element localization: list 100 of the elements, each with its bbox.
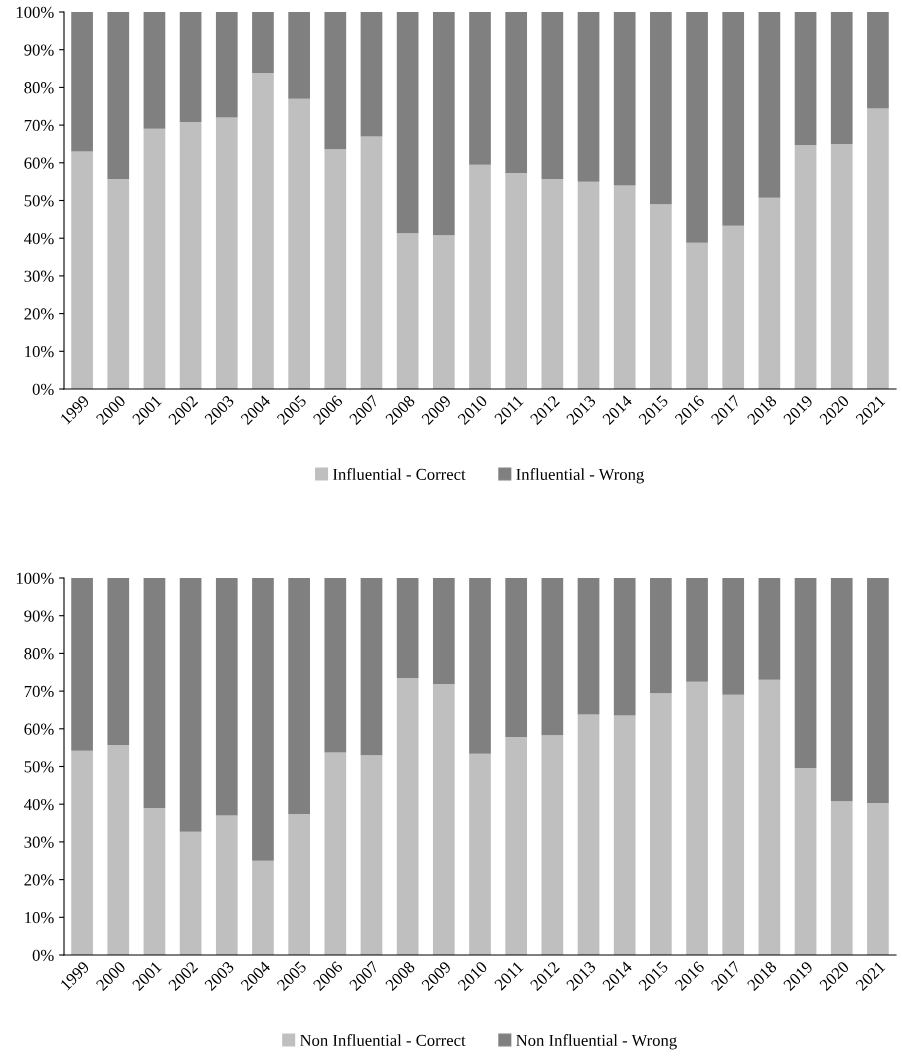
bar xyxy=(324,578,347,753)
bar xyxy=(505,12,528,173)
bar xyxy=(541,735,564,955)
bar xyxy=(71,750,93,955)
x-tick-label: 2021 xyxy=(855,960,886,992)
bar xyxy=(288,12,310,99)
bar xyxy=(432,12,455,236)
bar xyxy=(505,172,528,389)
bar xyxy=(722,225,745,389)
y-tick-label: 60% xyxy=(24,157,54,169)
bar xyxy=(432,235,455,389)
bar xyxy=(541,578,564,736)
bar xyxy=(252,12,274,74)
bar xyxy=(360,136,383,389)
bar xyxy=(650,204,672,389)
bar xyxy=(577,12,600,182)
y-tick-label: 50% xyxy=(24,761,54,773)
bar xyxy=(107,179,130,389)
bar xyxy=(758,578,781,680)
bar xyxy=(794,145,817,389)
y-tick-label: 30% xyxy=(24,836,54,848)
bar xyxy=(324,12,347,150)
bar xyxy=(830,143,853,389)
bar xyxy=(469,164,491,389)
y-tick-label: 90% xyxy=(24,44,54,56)
bar xyxy=(613,578,636,716)
bar xyxy=(722,12,745,226)
bar xyxy=(541,12,564,180)
bar xyxy=(360,755,383,955)
bar xyxy=(252,578,274,861)
bar xyxy=(143,807,166,955)
y-tick-label: 0% xyxy=(32,383,54,395)
bar xyxy=(432,578,455,684)
bar xyxy=(215,12,238,118)
bar xyxy=(758,197,781,389)
bar xyxy=(288,578,310,814)
bar xyxy=(650,693,672,955)
legend-label: Influential - Wrong xyxy=(516,468,644,484)
bar xyxy=(324,752,347,955)
bar xyxy=(758,679,781,955)
bar xyxy=(179,12,202,123)
bar xyxy=(794,12,817,146)
y-tick-label: 30% xyxy=(24,270,54,282)
legend-label: Influential - Correct xyxy=(332,468,466,480)
bar xyxy=(215,815,238,955)
bar xyxy=(143,12,166,129)
y-tick-label: 100% xyxy=(16,6,54,18)
bar xyxy=(71,151,93,389)
bar xyxy=(252,73,274,389)
bar xyxy=(613,715,636,955)
bar xyxy=(288,814,310,955)
y-tick-label: 0% xyxy=(32,949,54,961)
bar xyxy=(71,578,93,751)
bar xyxy=(360,578,383,756)
bar xyxy=(107,578,130,746)
y-tick-label: 80% xyxy=(24,82,54,94)
bar xyxy=(794,578,817,769)
bar xyxy=(830,801,853,955)
bar xyxy=(830,578,853,802)
bar xyxy=(794,768,817,955)
bar xyxy=(71,12,93,152)
bar xyxy=(396,677,419,955)
bar xyxy=(505,737,528,955)
y-tick-label: 70% xyxy=(24,119,54,132)
bar xyxy=(686,681,708,955)
bar xyxy=(143,578,166,808)
bar xyxy=(577,578,600,715)
bar xyxy=(613,12,636,186)
legend-label: Non Influential - Correct xyxy=(299,1034,466,1046)
bar xyxy=(215,117,238,389)
bar xyxy=(867,803,889,955)
bar xyxy=(432,683,455,955)
bar xyxy=(505,578,528,738)
bar xyxy=(143,128,166,389)
bar xyxy=(830,12,853,144)
y-tick-label: 20% xyxy=(24,874,54,886)
bar xyxy=(722,694,745,955)
bar xyxy=(107,12,130,180)
bar xyxy=(469,578,491,754)
bar xyxy=(396,12,419,234)
bar xyxy=(396,233,419,389)
bar xyxy=(867,578,889,804)
bar xyxy=(469,753,491,955)
bar xyxy=(179,122,202,389)
bar xyxy=(215,578,238,816)
bar xyxy=(577,181,600,389)
y-tick-label: 40% xyxy=(24,798,54,811)
bar xyxy=(613,185,636,389)
bar xyxy=(686,578,708,682)
y-tick-label: 50% xyxy=(24,195,54,207)
y-tick-label: 20% xyxy=(24,308,54,320)
x-tick-label: 2021 xyxy=(855,394,886,426)
bar xyxy=(722,578,745,695)
y-tick-label: 60% xyxy=(24,723,54,735)
bar xyxy=(288,98,310,389)
bar xyxy=(867,12,889,109)
y-tick-label: 70% xyxy=(24,685,54,698)
bar xyxy=(686,12,708,243)
bar xyxy=(396,578,419,678)
bar xyxy=(324,149,347,389)
